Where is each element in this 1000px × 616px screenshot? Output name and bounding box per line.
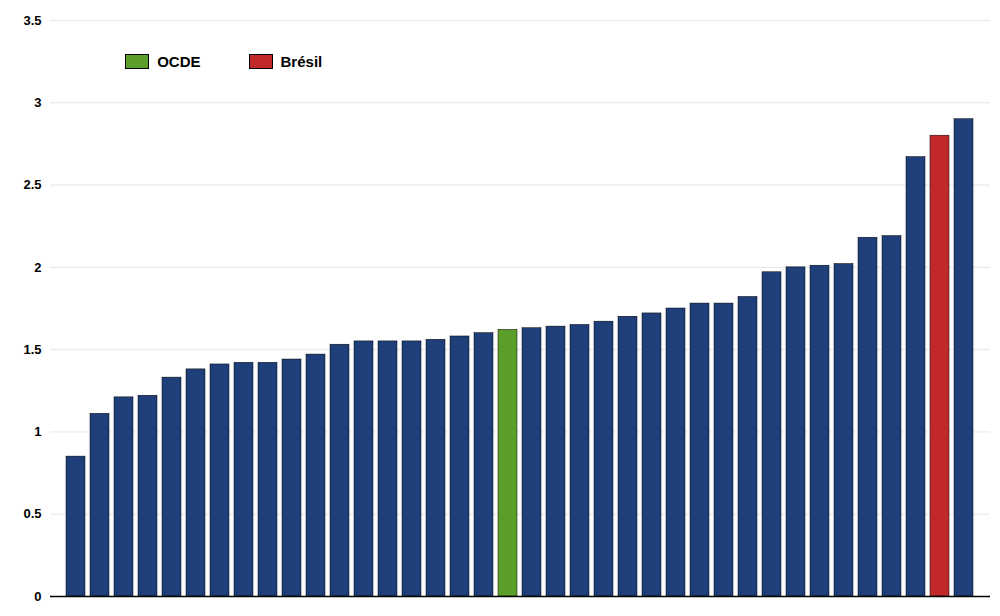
html-text:OCDE: OCDE (157, 52, 201, 70)
svg-text:3.5: 3.5 (23, 13, 41, 28)
svg-text:1: 1 (34, 424, 41, 439)
svg-text:2: 2 (34, 260, 41, 275)
svg-text:0.5: 0.5 (23, 506, 41, 521)
svg-text:0: 0 (34, 589, 41, 604)
svg-text:2.5: 2.5 (23, 177, 41, 192)
svg-text:1.5: 1.5 (23, 342, 41, 357)
html-text:Brésil: Brésil (280, 52, 323, 70)
svg-text:3: 3 (34, 95, 41, 110)
